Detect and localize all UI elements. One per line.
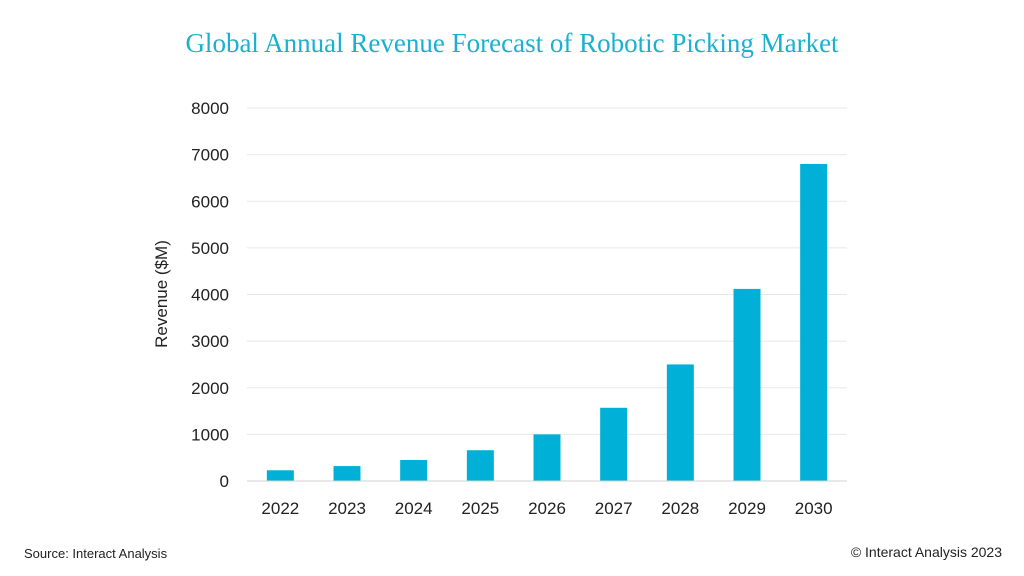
y-tick-label: 8000 — [191, 99, 229, 118]
bar-2025 — [466, 450, 494, 481]
source-note: Source: Interact Analysis — [24, 546, 168, 561]
bars — [266, 163, 828, 481]
x-tick-label: 2027 — [595, 499, 633, 518]
bar-2026 — [533, 434, 561, 481]
bar-2023 — [333, 466, 361, 481]
x-tick-label: 2029 — [728, 499, 766, 518]
bar-2027 — [600, 407, 628, 481]
y-tick-label: 6000 — [191, 192, 229, 211]
x-tick-label: 2026 — [528, 499, 566, 518]
y-axis-ticks: 0 1000 2000 3000 4000 5000 6000 7000 8000 — [191, 99, 229, 491]
y-tick-label: 5000 — [191, 239, 229, 258]
y-axis-label: Revenue ($M) — [152, 240, 171, 348]
x-tick-label: 2025 — [461, 499, 499, 518]
y-tick-label: 1000 — [191, 425, 229, 444]
y-tick-label: 2000 — [191, 379, 229, 398]
x-tick-label: 2024 — [395, 499, 433, 518]
bar-2022 — [266, 470, 294, 481]
y-tick-label: 7000 — [191, 146, 229, 165]
bar-2024 — [400, 460, 428, 481]
gridlines — [247, 107, 847, 435]
x-axis-ticks: 2022 2023 2024 2025 2026 2027 2028 2029 2030 — [261, 499, 832, 518]
y-tick-label: 4000 — [191, 286, 229, 305]
x-tick-label: 2023 — [328, 499, 366, 518]
bar-2029 — [733, 288, 761, 481]
x-tick-label: 2022 — [261, 499, 299, 518]
chart-title: Global Annual Revenue Forecast of Roboti… — [185, 28, 839, 58]
y-tick-label: 0 — [220, 472, 229, 491]
x-tick-label: 2030 — [795, 499, 833, 518]
bar-2028 — [666, 364, 694, 481]
y-tick-label: 3000 — [191, 332, 229, 351]
copyright-note: © Interact Analysis 2023 — [850, 544, 1002, 560]
bar-2030 — [800, 163, 828, 481]
x-tick-label: 2028 — [661, 499, 699, 518]
